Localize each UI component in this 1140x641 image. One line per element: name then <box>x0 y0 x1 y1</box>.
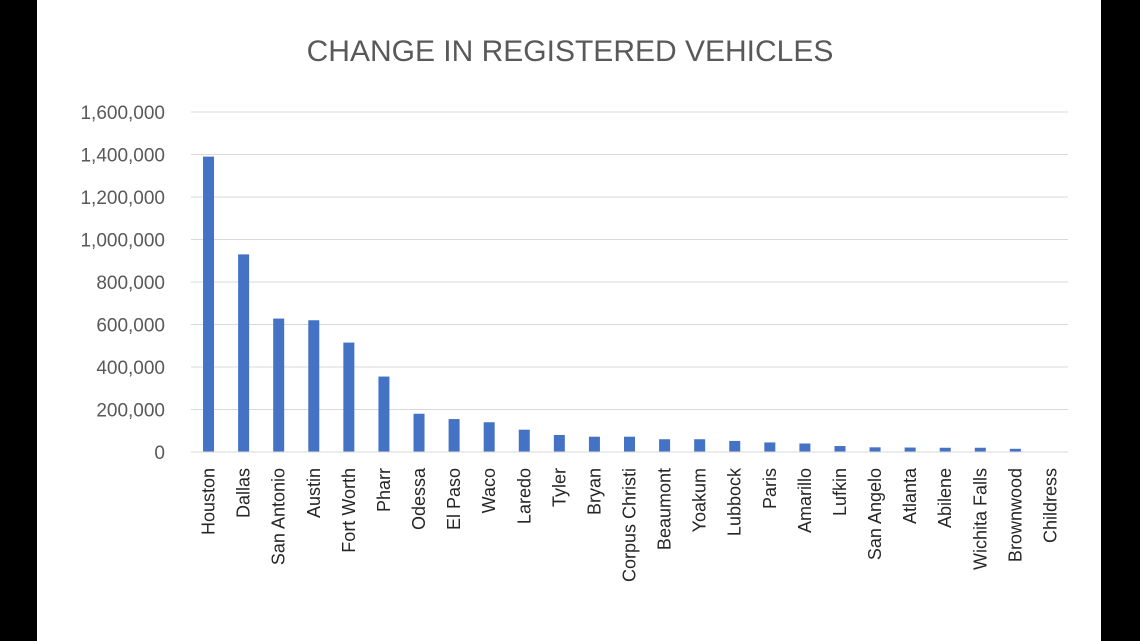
y-tick-label: 1,200,000 <box>80 188 165 209</box>
x-category-label: Brownwood <box>1005 468 1025 562</box>
x-category-label: Bryan <box>584 468 604 515</box>
x-category-label: Yoakum <box>690 468 710 532</box>
x-category-label: Corpus Christi <box>620 468 640 582</box>
x-category-label: Lufkin <box>830 468 850 516</box>
x-category-label: San Antonio <box>269 468 289 565</box>
bar <box>834 446 846 452</box>
bar <box>659 439 671 452</box>
y-tick-label: 400,000 <box>96 358 165 379</box>
bar <box>624 436 635 452</box>
chart-title: CHANGE IN REGISTERED VEHICLES <box>307 35 834 68</box>
y-tick-label: 800,000 <box>96 273 165 294</box>
gridlines <box>191 111 1068 410</box>
x-category-label: Childress <box>1040 468 1060 543</box>
bar <box>448 419 460 452</box>
x-category-label: Odessa <box>409 467 429 530</box>
bar <box>729 440 741 452</box>
bar <box>378 376 390 452</box>
bar <box>764 442 776 452</box>
bar <box>273 318 285 452</box>
bar <box>238 254 250 452</box>
x-category-label: Tyler <box>549 468 569 507</box>
x-category-label: Austin <box>304 468 324 518</box>
x-category-label: Atlanta <box>900 467 920 524</box>
bar <box>553 435 565 452</box>
bar <box>904 447 916 452</box>
x-category-label: Paris <box>760 468 780 509</box>
x-category-label: Fort Worth <box>339 468 359 553</box>
x-category-label: San Angelo <box>865 468 885 560</box>
y-tick-label: 200,000 <box>96 401 165 422</box>
bar <box>308 320 320 452</box>
y-tick-label: 1,000,000 <box>80 231 165 252</box>
bar <box>518 429 530 452</box>
x-category-label: Laredo <box>514 468 534 524</box>
chart-frame: CHANGE IN REGISTERED VEHICLES 0 200,000 40… <box>37 0 1101 641</box>
x-category-label: Pharr <box>374 468 394 512</box>
bar <box>343 342 355 452</box>
bar <box>588 436 600 452</box>
bar <box>413 413 425 452</box>
bar <box>1009 448 1021 452</box>
x-category-label: Beaumont <box>655 468 675 550</box>
x-category-label: Abilene <box>935 468 955 528</box>
bar <box>694 439 706 452</box>
bars <box>203 156 1056 452</box>
x-category-label: Houston <box>199 468 219 535</box>
bar <box>483 422 495 452</box>
bar <box>799 443 811 452</box>
bar <box>974 447 986 452</box>
y-axis-ticks: 0 200,000 400,000 600,000 800,000 1,000,000 1,… <box>80 103 165 464</box>
y-tick-label: 1,600,000 <box>80 103 165 124</box>
y-tick-label: 600,000 <box>96 316 165 337</box>
x-category-label: Wichita Falls <box>970 468 990 570</box>
bar <box>869 447 881 452</box>
y-tick-label: 0 <box>154 443 165 464</box>
x-axis-labels: Houston Dallas San Antonio Austin Fort Worth… <box>199 467 1061 582</box>
bar <box>939 447 951 452</box>
x-category-label: Waco <box>479 468 499 513</box>
x-category-label: Dallas <box>234 468 254 518</box>
bar-chart: CHANGE IN REGISTERED VEHICLES 0 200,000 40… <box>80 35 1068 582</box>
x-category-label: El Paso <box>444 468 464 530</box>
x-category-label: Amarillo <box>795 468 815 533</box>
y-tick-label: 1,400,000 <box>80 146 165 167</box>
bar <box>203 156 215 452</box>
x-category-label: Lubbock <box>725 467 745 536</box>
